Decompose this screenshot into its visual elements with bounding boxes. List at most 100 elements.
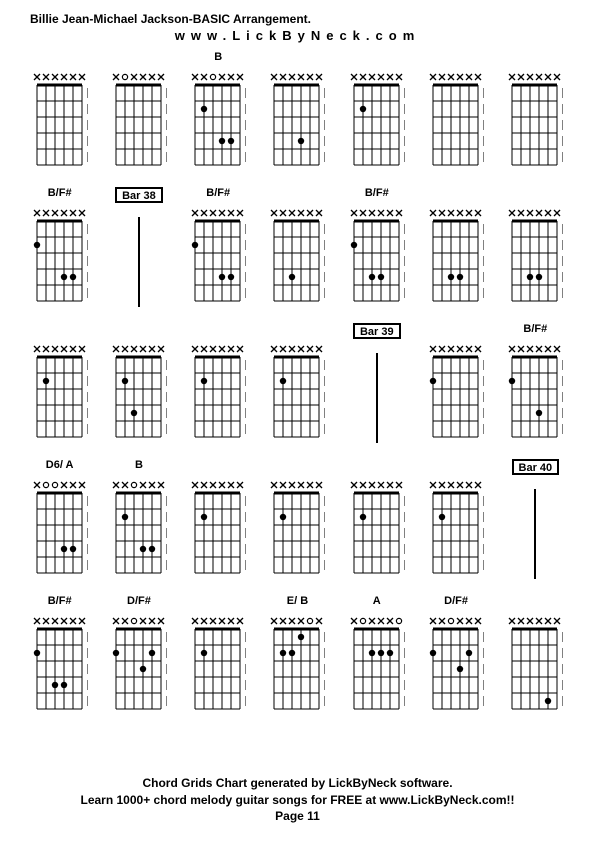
chord-cell: [101, 323, 176, 453]
chord-diagram: [269, 475, 325, 583]
chord-diagram: [32, 611, 88, 719]
chord-label: [375, 51, 378, 67]
chord-cell: [418, 323, 493, 453]
chord-label: B: [214, 51, 222, 67]
chord-cell: [339, 51, 414, 181]
chord-diagram: [111, 67, 167, 175]
chord-diagram: [190, 67, 246, 175]
chord-cell: [181, 323, 256, 453]
chord-label: B/F#: [48, 187, 72, 203]
chord-diagram: [269, 67, 325, 175]
chord-label: [58, 323, 61, 339]
chord-cell: B/F#: [498, 323, 573, 453]
chord-diagram: [269, 203, 325, 311]
chord-label: [455, 459, 458, 475]
chord-label: B: [135, 459, 143, 475]
chord-label: [217, 595, 220, 611]
chord-label: [534, 187, 537, 203]
chord-label: B/F#: [365, 187, 389, 203]
chord-label: [375, 459, 378, 475]
chord-diagram: [32, 203, 88, 311]
chord-diagram: [349, 67, 405, 175]
chord-cell: [260, 323, 335, 453]
chord-label: D/F#: [127, 595, 151, 611]
chord-cell: [181, 459, 256, 589]
chord-label: [137, 51, 140, 67]
chord-label: [217, 459, 220, 475]
chord-cell: Bar 40: [498, 459, 573, 589]
chord-cell: [22, 323, 97, 453]
chord-diagram: [428, 611, 484, 719]
chord-diagram: [190, 203, 246, 311]
chord-label: [296, 187, 299, 203]
chord-cell: Bar 39: [339, 323, 414, 453]
chord-diagram: [428, 339, 484, 447]
chord-label: [296, 459, 299, 475]
chord-label: B/F#: [206, 187, 230, 203]
chord-cell: [181, 595, 256, 725]
page-footer: Chord Grids Chart generated by LickByNec…: [0, 775, 595, 824]
chord-diagram: [507, 339, 563, 447]
chord-label: [534, 595, 537, 611]
chord-label: [296, 323, 299, 339]
chord-diagram: [111, 611, 167, 719]
chord-diagram: [349, 611, 405, 719]
bar-label: Bar 38: [115, 187, 163, 203]
chord-cell: [418, 187, 493, 317]
chord-label: A: [373, 595, 381, 611]
chord-label: D/F#: [444, 595, 468, 611]
chord-diagram: [190, 611, 246, 719]
chord-diagram: [507, 611, 563, 719]
bar-divider: [111, 203, 167, 311]
chord-label: [58, 51, 61, 67]
page-title: Billie Jean-Michael Jackson-BASIC Arrang…: [0, 0, 595, 26]
bar-divider: [507, 475, 563, 583]
chord-diagram: [269, 339, 325, 447]
chord-cell: D6/ A: [22, 459, 97, 589]
chord-cell: [260, 51, 335, 181]
chord-cell: D/F#: [101, 595, 176, 725]
chord-label: [455, 187, 458, 203]
chord-cell: [418, 51, 493, 181]
chord-cell: [498, 187, 573, 317]
chord-cell: [418, 459, 493, 589]
chord-diagram: [507, 203, 563, 311]
chord-cell: [260, 187, 335, 317]
chord-diagram: [190, 475, 246, 583]
chord-cell: B/F#: [22, 595, 97, 725]
chord-diagram: [32, 67, 88, 175]
chord-cell: [260, 459, 335, 589]
chord-diagram: [111, 339, 167, 447]
chord-label: [137, 323, 140, 339]
chord-cell: Bar 38: [101, 187, 176, 317]
chord-diagram: [428, 67, 484, 175]
bar-label: Bar 40: [512, 459, 560, 475]
chord-cell: [22, 51, 97, 181]
chord-label: B/F#: [48, 595, 72, 611]
bar-divider: [349, 339, 405, 447]
footer-line-1: Chord Grids Chart generated by LickByNec…: [0, 775, 595, 791]
chord-label: E/ B: [287, 595, 308, 611]
chord-diagram: [349, 203, 405, 311]
chord-diagram: [349, 475, 405, 583]
chord-cell: E/ B: [260, 595, 335, 725]
chord-diagram: [32, 475, 88, 583]
chord-diagram: [428, 475, 484, 583]
chord-diagram: [32, 339, 88, 447]
chord-diagram: [507, 67, 563, 175]
page-subtitle: www.LickByNeck.com: [0, 26, 595, 51]
chord-cell: [498, 51, 573, 181]
chord-cell: [339, 459, 414, 589]
chord-cell: B/F#: [181, 187, 256, 317]
chord-cell: A: [339, 595, 414, 725]
chord-cell: B/F#: [22, 187, 97, 317]
chord-cell: B: [101, 459, 176, 589]
chord-label: D6/ A: [46, 459, 74, 475]
chord-label: [455, 323, 458, 339]
chord-diagram: [269, 611, 325, 719]
chord-label: [534, 51, 537, 67]
chord-cell: [498, 595, 573, 725]
chord-diagram: [111, 475, 167, 583]
chord-label: [455, 51, 458, 67]
footer-line-3: Page 11: [0, 808, 595, 824]
